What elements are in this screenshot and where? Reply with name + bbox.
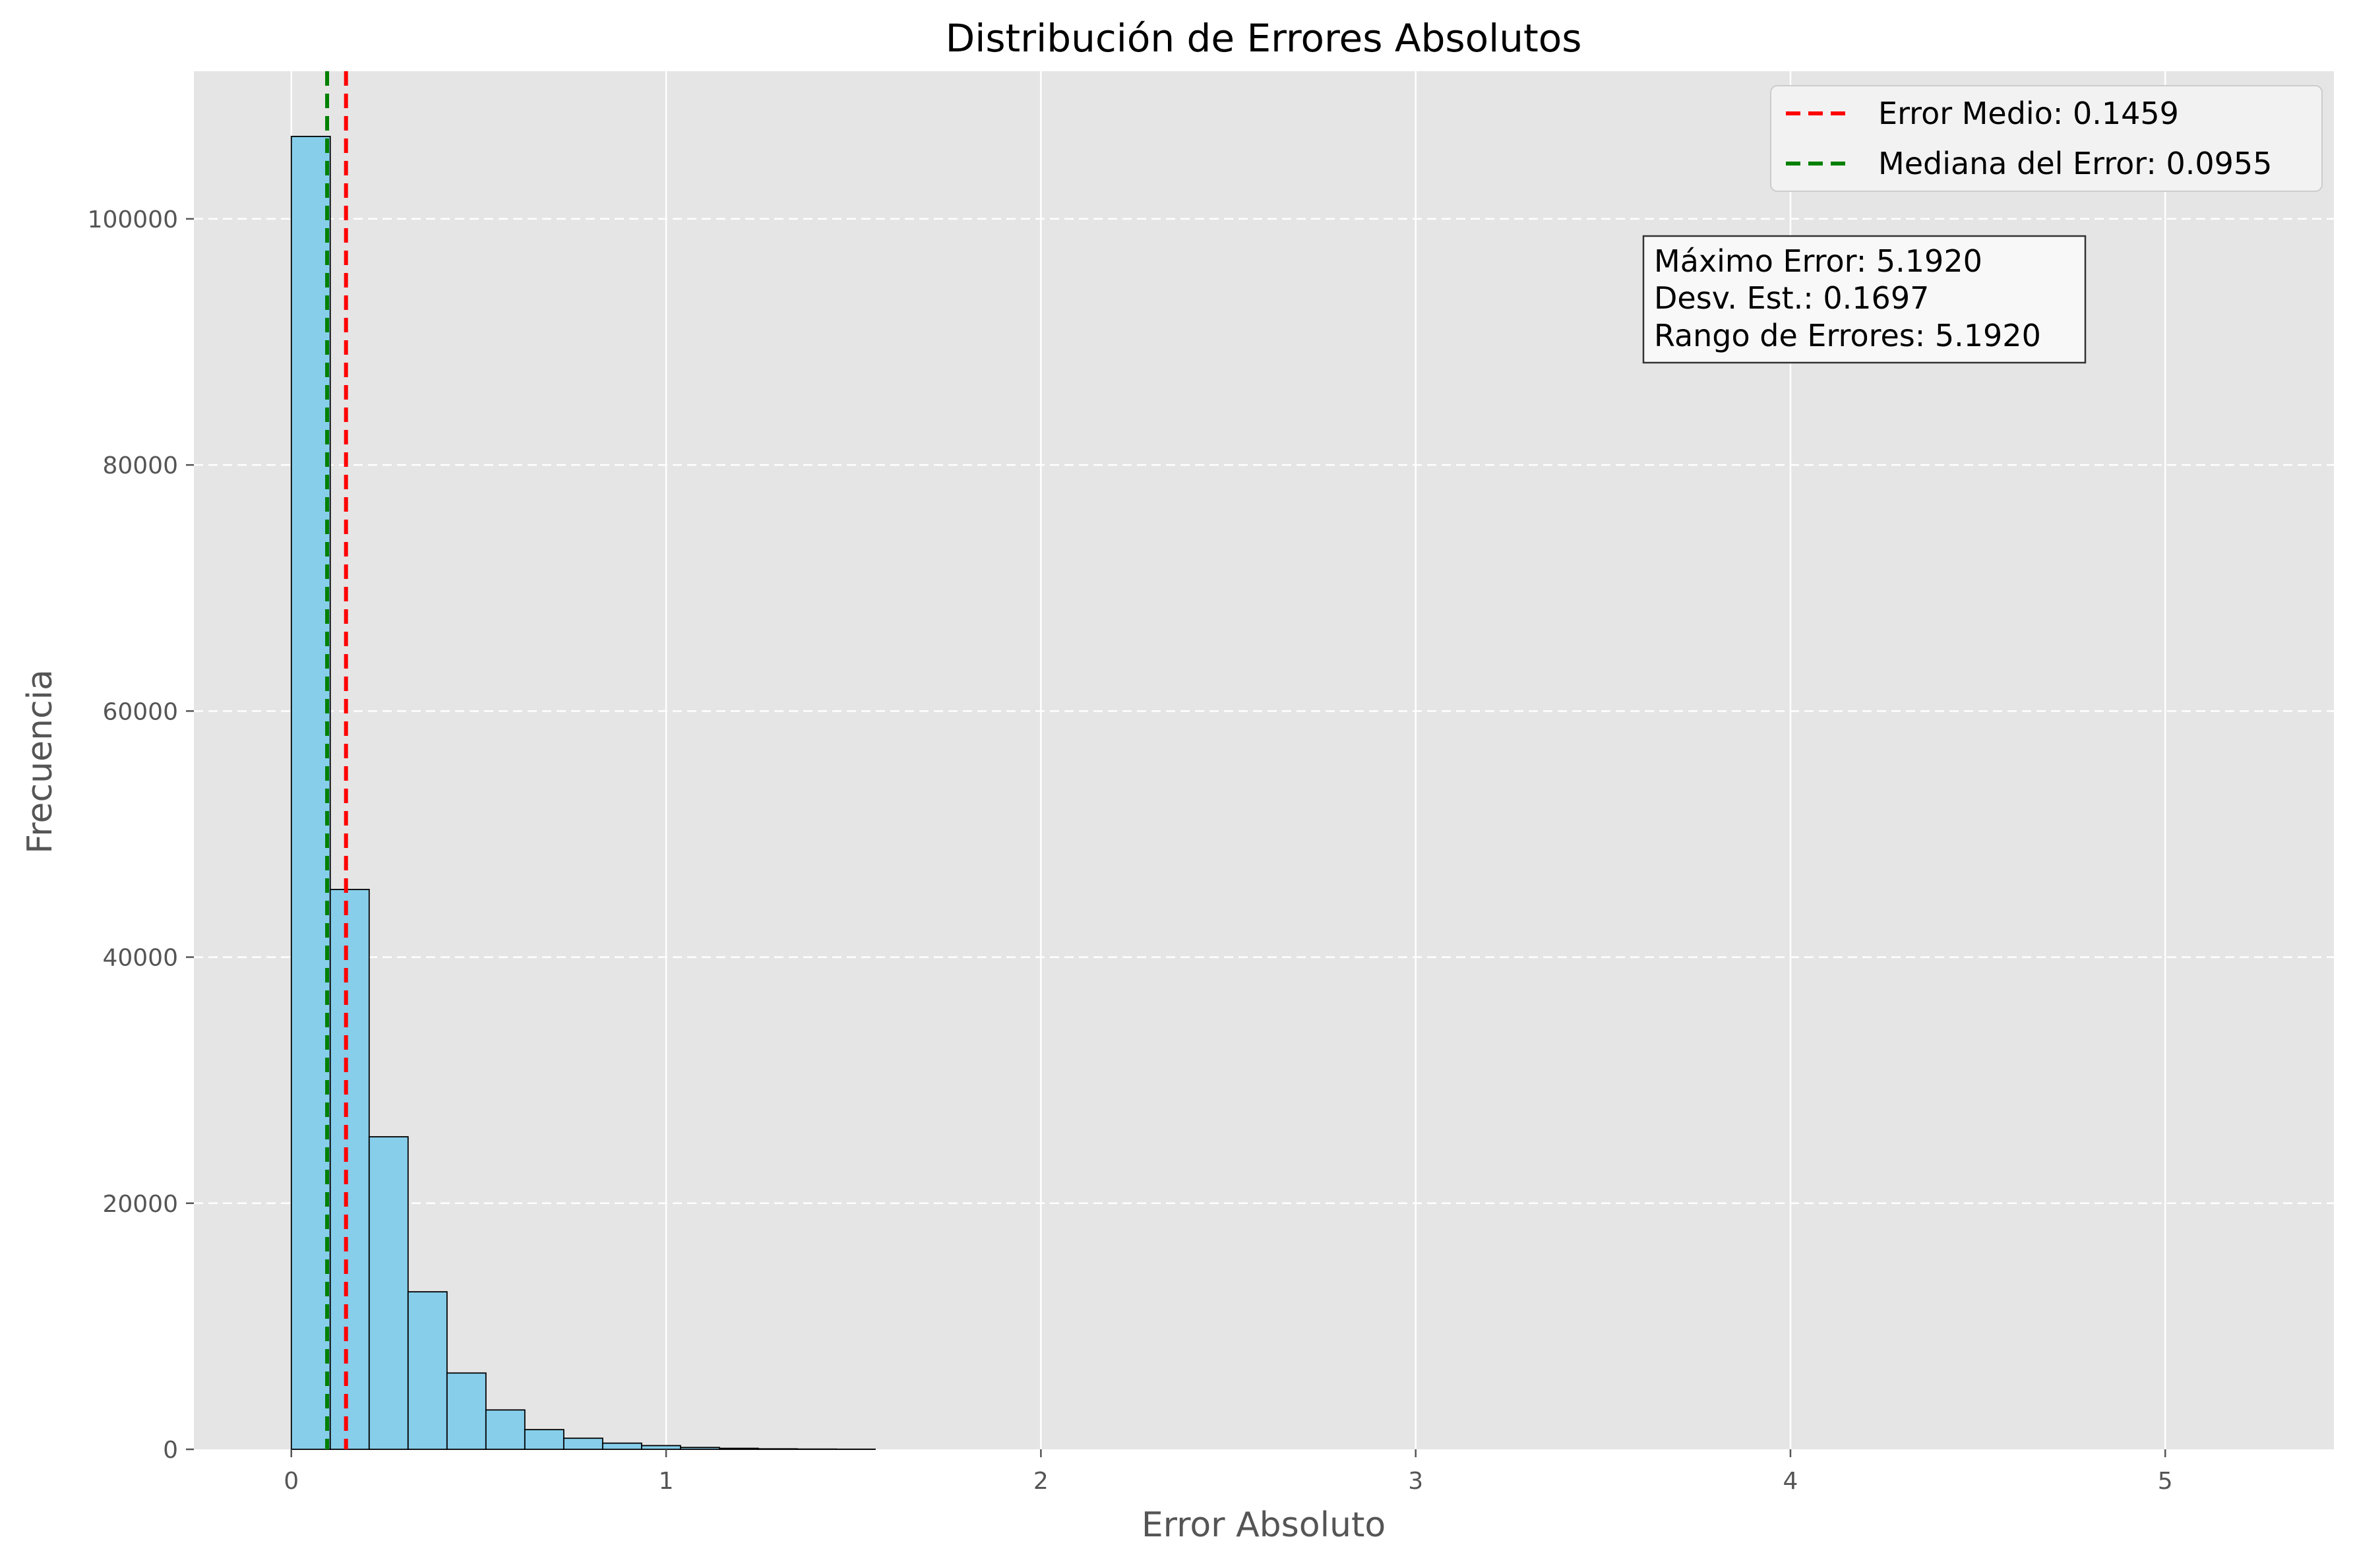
histogram-bar: [330, 890, 369, 1449]
stats-error-range: Rango de Errores: 5.1920: [1654, 318, 2041, 353]
histogram-bar: [369, 1137, 408, 1449]
x-axis-label: Error Absoluto: [1142, 1505, 1386, 1545]
stats-max-error: Máximo Error: 5.1920: [1654, 243, 1982, 279]
y-tick-label: 80000: [102, 452, 178, 479]
x-tick-label: 2: [1033, 1468, 1049, 1495]
histogram-bar: [291, 136, 330, 1449]
histogram-bar: [408, 1292, 447, 1449]
stats-annotation: Máximo Error: 5.1920 Desv. Est.: 0.1697 …: [1643, 236, 2085, 363]
histogram-bar: [603, 1443, 642, 1449]
y-axis-label: Frecuencia: [20, 669, 60, 854]
histogram-bar: [642, 1445, 681, 1449]
x-tick-label: 4: [1783, 1468, 1798, 1495]
chart-title: Distribución de Errores Absolutos: [946, 16, 1582, 61]
x-tick-label: 1: [659, 1468, 674, 1495]
legend-label-median: Mediana del Error: 0.0955: [1878, 146, 2272, 181]
y-tick-label: 60000: [102, 698, 178, 725]
histogram-bar: [525, 1430, 564, 1449]
histogram-bar: [564, 1438, 603, 1449]
stats-std-dev: Desv. Est.: 0.1697: [1654, 280, 1929, 316]
histogram-bar: [681, 1447, 719, 1449]
histogram-bar: [447, 1373, 486, 1449]
histogram-bar: [486, 1410, 525, 1449]
legend-label-mean: Error Medio: 0.1459: [1878, 96, 2179, 131]
legend: Error Medio: 0.1459 Mediana del Error: 0…: [1771, 86, 2322, 191]
y-tick-label: 40000: [102, 945, 178, 972]
x-tick-label: 3: [1408, 1468, 1423, 1495]
y-tick-label: 20000: [102, 1191, 178, 1218]
y-tick-label: 0: [163, 1437, 178, 1464]
x-tick-label: 0: [284, 1468, 299, 1495]
y-tick-label: 100000: [88, 206, 178, 233]
x-tick-label: 5: [2158, 1468, 2173, 1495]
